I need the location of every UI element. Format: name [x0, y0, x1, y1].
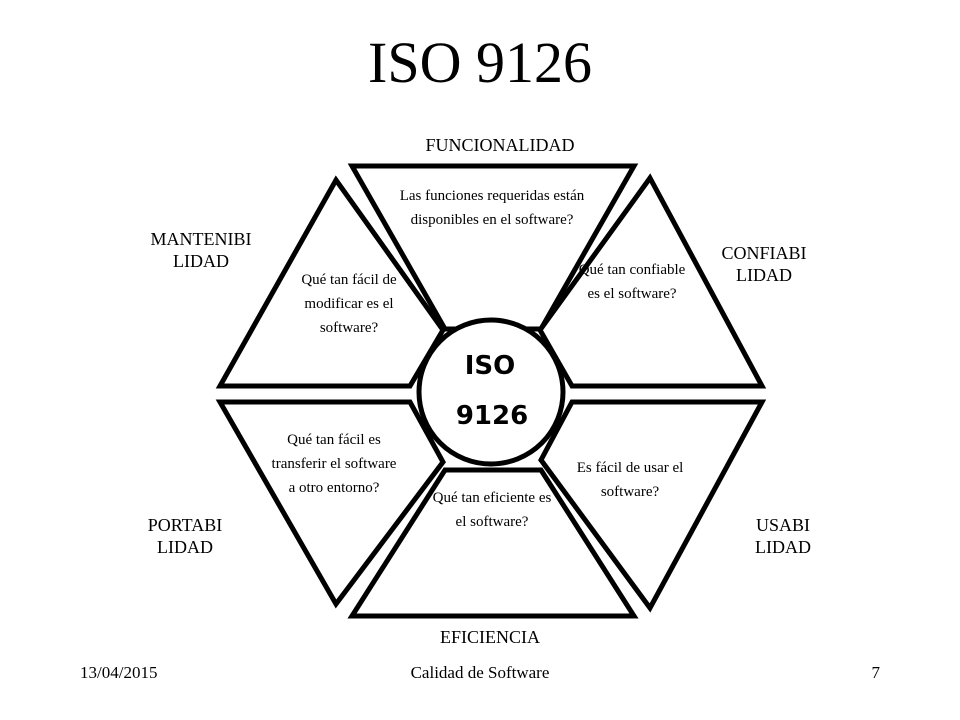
label-funcionalidad: FUNCIONALIDAD [425, 135, 575, 155]
question-mantenibilidad: Qué tan fácil de modificar es el softwar… [301, 272, 397, 336]
label-portabilidad-line2: LIDAD [157, 537, 213, 557]
label-confiabilidad-line1: CONFIABI [721, 243, 807, 263]
footer-course: Calidad de Software [410, 663, 550, 682]
segment-usabilidad [538, 399, 767, 613]
label-usabilidad-line2: LIDAD [755, 537, 811, 557]
label-confiabilidad-line2: LIDAD [736, 265, 792, 285]
center-9126-text: 9126 [456, 401, 528, 431]
center-iso-text: ISO [465, 351, 516, 381]
label-mantenibilidad-line2: LIDAD [173, 251, 229, 271]
label-portabilidad-line1: PORTABI [147, 515, 223, 535]
label-confiabilidad: CONFIABI LIDAD [714, 242, 814, 286]
label-mantenibilidad: MANTENIBI LIDAD [128, 228, 274, 272]
footer-date: 13/04/2015 [80, 663, 158, 682]
segment-portabilidad [215, 399, 446, 609]
question-funcionalidad: Las funciones requeridas están disponibl… [399, 188, 585, 228]
segment-confiabilidad [537, 173, 767, 389]
question-portabilidad: Qué tan fácil es transferir el software … [271, 432, 397, 496]
label-eficiencia: EFICIENCIA [440, 627, 540, 647]
question-confiabilidad: Qué tan confiable es el software? [578, 262, 686, 302]
label-usabilidad-line1: USABI [755, 515, 810, 535]
segment-eficiencia [347, 467, 639, 619]
footer-page-number: 7 [871, 663, 881, 682]
label-usabilidad: USABI LIDAD [738, 514, 828, 558]
label-mantenibilidad-line1: MANTENIBI [150, 229, 252, 249]
segment-mantenibilidad [215, 175, 446, 389]
question-eficiencia: Qué tan eficiente es el software? [432, 490, 552, 530]
label-portabilidad: PORTABI LIDAD [130, 514, 240, 558]
question-usabilidad: Es fácil de usar el software? [576, 460, 684, 500]
slide-title: ISO 9126 [368, 30, 592, 95]
center-circle [416, 317, 566, 467]
